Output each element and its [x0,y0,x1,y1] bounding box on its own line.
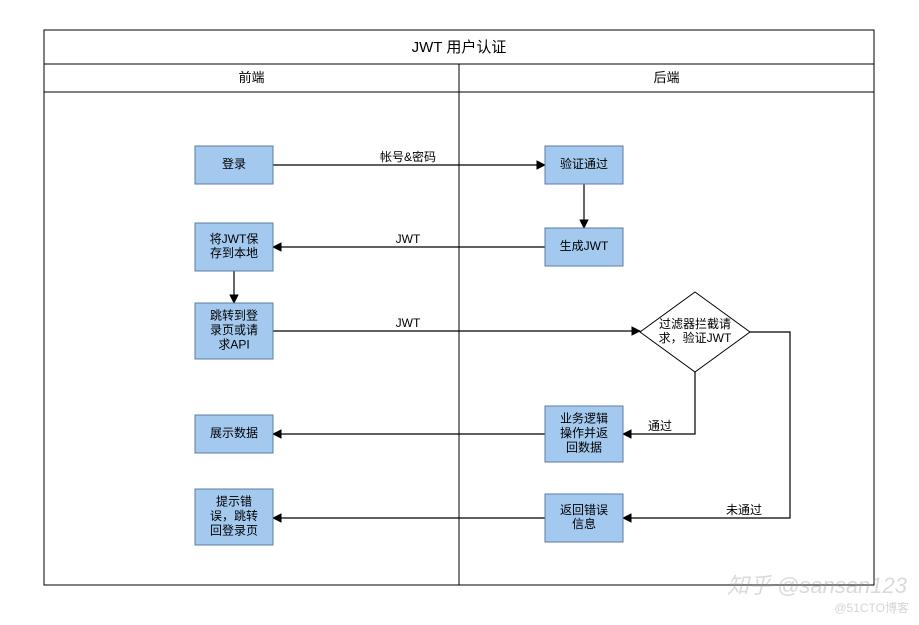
diagram-container: JWT 用户认证前端 后端帐号&密码 JWT JWT 通过未通过 登录 验证通过生成JWT 将… [0,0,919,620]
svg-text:将JWT保存到本地: 将JWT保存到本地 [210,232,259,260]
svg-text:前端: 前端 [238,70,264,85]
svg-text:登录: 登录 [222,156,246,171]
svg-text:后端: 后端 [653,70,679,85]
svg-text:未通过: 未通过 [726,503,762,517]
svg-text:JWT 用户认证: JWT 用户认证 [412,39,507,56]
svg-text:业务逻辑操作并返回数据: 业务逻辑操作并返回数据 [560,411,608,455]
svg-text:过滤器拦截请求，验证JWT: 过滤器拦截请求，验证JWT [659,317,732,345]
svg-text:提示错误，跳转回登录页: 提示错误，跳转回登录页 [210,494,258,538]
svg-text:验证通过: 验证通过 [560,156,608,171]
flowchart-svg: JWT 用户认证前端 后端帐号&密码 JWT JWT 通过未通过 登录 验证通过生成JWT 将… [0,0,919,620]
svg-text:通过: 通过 [648,419,672,433]
svg-text:帐号&密码: 帐号&密码 [380,149,436,164]
svg-text:展示数据: 展示数据 [210,425,258,440]
svg-text:JWT: JWT [396,316,421,330]
svg-text:JWT: JWT [396,232,421,246]
svg-text:生成JWT: 生成JWT [560,239,609,253]
